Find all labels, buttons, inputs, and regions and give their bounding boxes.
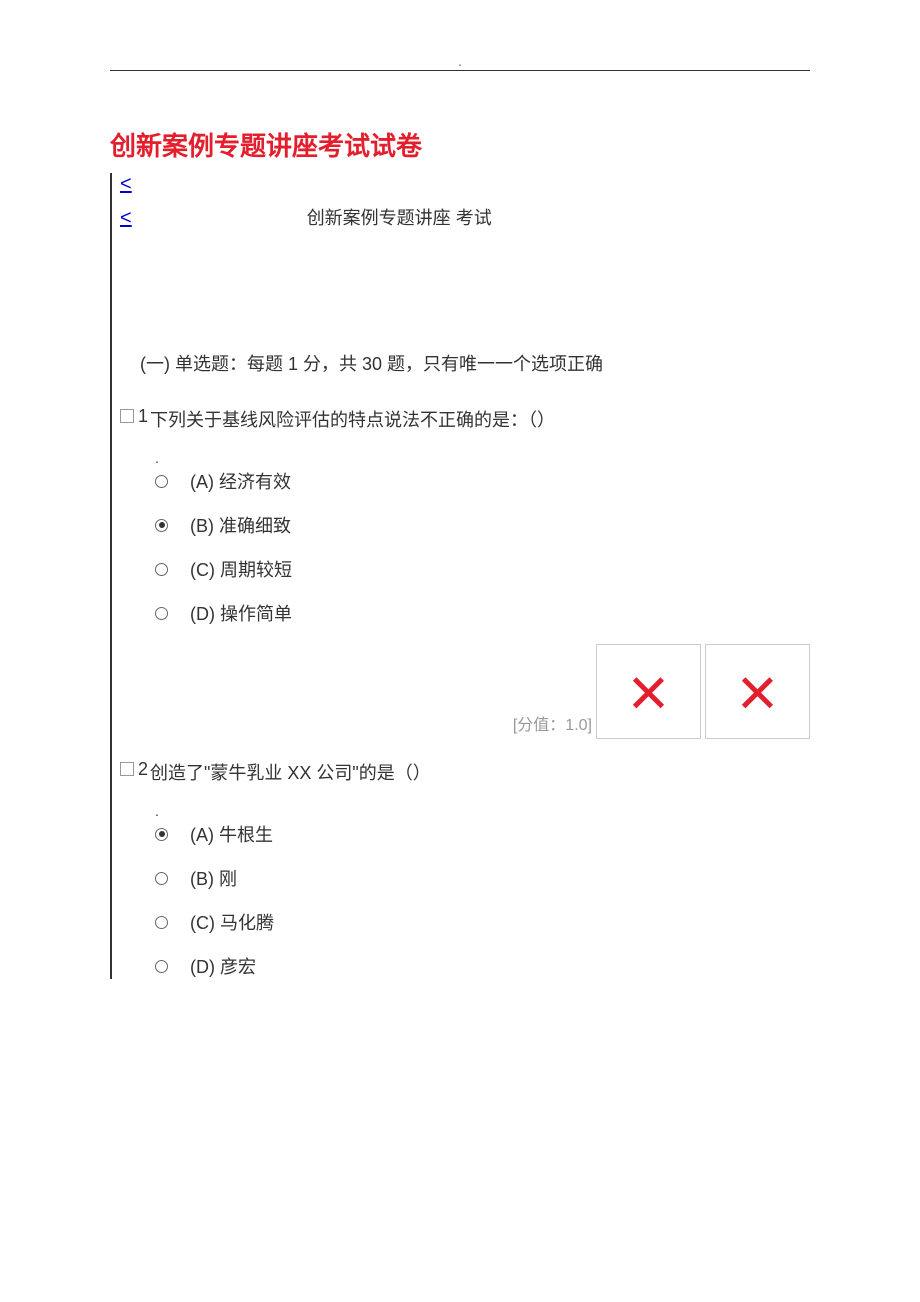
subtitle-row: < 创新案例专题讲座 考试 [120,204,810,230]
radio-button[interactable] [155,475,168,488]
option-row[interactable]: (B) 准确细致 [155,512,810,538]
question-row: 2创造了"蒙牛乳业 XX 公司"的是（） [120,759,810,785]
nav-back-link-1[interactable]: < [120,173,132,196]
option-row[interactable]: (C) 周期较短 [155,556,810,582]
option-label: (B) 刚 [190,865,237,891]
content-wrapper: < < 创新案例专题讲座 考试 (一) 单选题：每题 1 分，共 30 题，只有… [110,173,810,979]
option-row[interactable]: (A) 经济有效 [155,468,810,494]
nav-back-link-2[interactable]: < [120,207,132,230]
x-mark-icon: × [737,657,778,727]
question-block: 1下列关于基线风险评估的特点说法不正确的是：（）. (A) 经济有效 (B) 准确细… [120,406,810,739]
subtitle-text: 创新案例专题讲座 考试 [307,204,492,230]
option-label: (A) 牛根生 [190,821,273,847]
x-box: × [596,644,701,739]
option-row[interactable]: (D) 操作简单 [155,600,810,626]
option-label: (D) 彦宏 [190,953,256,979]
options-list: (A) 牛根生 (B) 刚 (C) 马化腾 (D) 彦宏 [155,821,810,979]
header-line [110,70,810,71]
question-number: 1 [138,406,148,427]
section-header: (一) 单选题：每题 1 分，共 30 题，只有唯一一个选项正确 [140,350,810,376]
question-row: 1下列关于基线风险评估的特点说法不正确的是：（） [120,406,810,432]
question-checkbox-icon[interactable] [120,762,134,776]
options-list: (A) 经济有效 (B) 准确细致 (C) 周期较短 (D) 操作简单 [155,468,810,626]
options-dot: . [155,803,810,819]
score-label: [分值：1.0] [513,711,592,735]
question-text: 创造了"蒙牛乳业 XX 公司"的是（） [150,759,431,785]
option-label: (A) 经济有效 [190,468,291,494]
x-box: × [705,644,810,739]
option-label: (B) 准确细致 [190,512,291,538]
question-text: 下列关于基线风险评估的特点说法不正确的是：（） [150,406,555,432]
option-row[interactable]: (A) 牛根生 [155,821,810,847]
option-label: (C) 马化腾 [190,909,274,935]
option-row[interactable]: (C) 马化腾 [155,909,810,935]
radio-button[interactable] [155,519,168,532]
x-mark-icon: × [628,657,669,727]
options-dot: . [155,450,810,466]
radio-selected-icon [159,831,165,837]
radio-button[interactable] [155,607,168,620]
option-row[interactable]: (B) 刚 [155,865,810,891]
question-number: 2 [138,759,148,780]
option-label: (C) 周期较短 [190,556,292,582]
radio-button[interactable] [155,563,168,576]
score-row: [分值：1.0]×× [120,644,810,739]
main-title: 创新案例专题讲座考试试卷 [110,126,810,163]
radio-button[interactable] [155,872,168,885]
option-row[interactable]: (D) 彦宏 [155,953,810,979]
question-block: 2创造了"蒙牛乳业 XX 公司"的是（）. (A) 牛根生 (B) 刚 (C) 马化腾… [120,759,810,979]
question-checkbox-icon[interactable] [120,409,134,423]
radio-button[interactable] [155,960,168,973]
radio-button[interactable] [155,916,168,929]
option-label: (D) 操作简单 [190,600,292,626]
radio-selected-icon [159,522,165,528]
questions-container: 1下列关于基线风险评估的特点说法不正确的是：（）. (A) 经济有效 (B) 准确细… [120,406,810,979]
radio-button[interactable] [155,828,168,841]
x-boxes: ×× [596,644,810,739]
